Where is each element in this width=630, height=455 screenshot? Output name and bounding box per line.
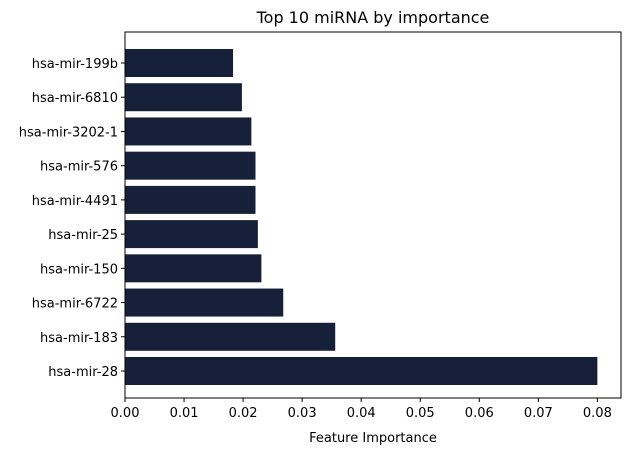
x-tick-label: 0.02	[229, 406, 258, 421]
bar-hsa-mir-576	[125, 151, 256, 180]
y-tick-label: hsa-mir-25	[48, 228, 118, 243]
bar-hsa-mir-6810	[125, 83, 242, 112]
x-tick-label: 0.04	[347, 406, 376, 421]
y-tick-label: hsa-mir-28	[48, 365, 118, 380]
bar-hsa-mir-183	[125, 322, 336, 351]
y-tick-label: hsa-mir-150	[40, 262, 118, 277]
y-tick-label: hsa-mir-3202-1	[19, 125, 118, 140]
chart-title: Top 10 miRNA by importance	[256, 8, 490, 27]
y-tick-label: hsa-mir-576	[40, 160, 118, 175]
y-tick-label: hsa-mir-4491	[32, 194, 118, 209]
y-tick-label: hsa-mir-6722	[32, 297, 118, 312]
y-axis: hsa-mir-199b hsa-mir-6810 hsa-mir-3202-1 hs…	[19, 57, 125, 380]
x-tick-label: 0.08	[583, 406, 612, 421]
bar-hsa-mir-25	[125, 220, 258, 249]
y-tick-label: hsa-mir-6810	[32, 91, 118, 106]
x-axis: 0.00 0.01 0.02 0.03 0.04 0.05 0.06 0.07 0.08	[111, 398, 612, 421]
y-tick-label: hsa-mir-183	[40, 331, 118, 346]
x-tick-label: 0.06	[465, 406, 494, 421]
x-tick-label: 0.03	[288, 406, 317, 421]
x-tick-label: 0.05	[406, 406, 435, 421]
bar-hsa-mir-6722	[125, 288, 284, 317]
x-tick-label: 0.01	[170, 406, 199, 421]
bars-layer	[125, 49, 598, 385]
x-axis-label: Feature Importance	[309, 431, 437, 446]
y-tick-label: hsa-mir-199b	[32, 57, 118, 72]
x-tick-label: 0.07	[524, 406, 553, 421]
bar-hsa-mir-28	[125, 357, 598, 385]
bar-hsa-mir-3202-1	[125, 117, 252, 146]
plot-frame	[124, 31, 622, 399]
bar-hsa-mir-150	[125, 254, 262, 283]
x-tick-label: 0.00	[111, 406, 140, 421]
bar-hsa-mir-199b	[125, 49, 234, 77]
bar-hsa-mir-4491	[125, 185, 256, 214]
